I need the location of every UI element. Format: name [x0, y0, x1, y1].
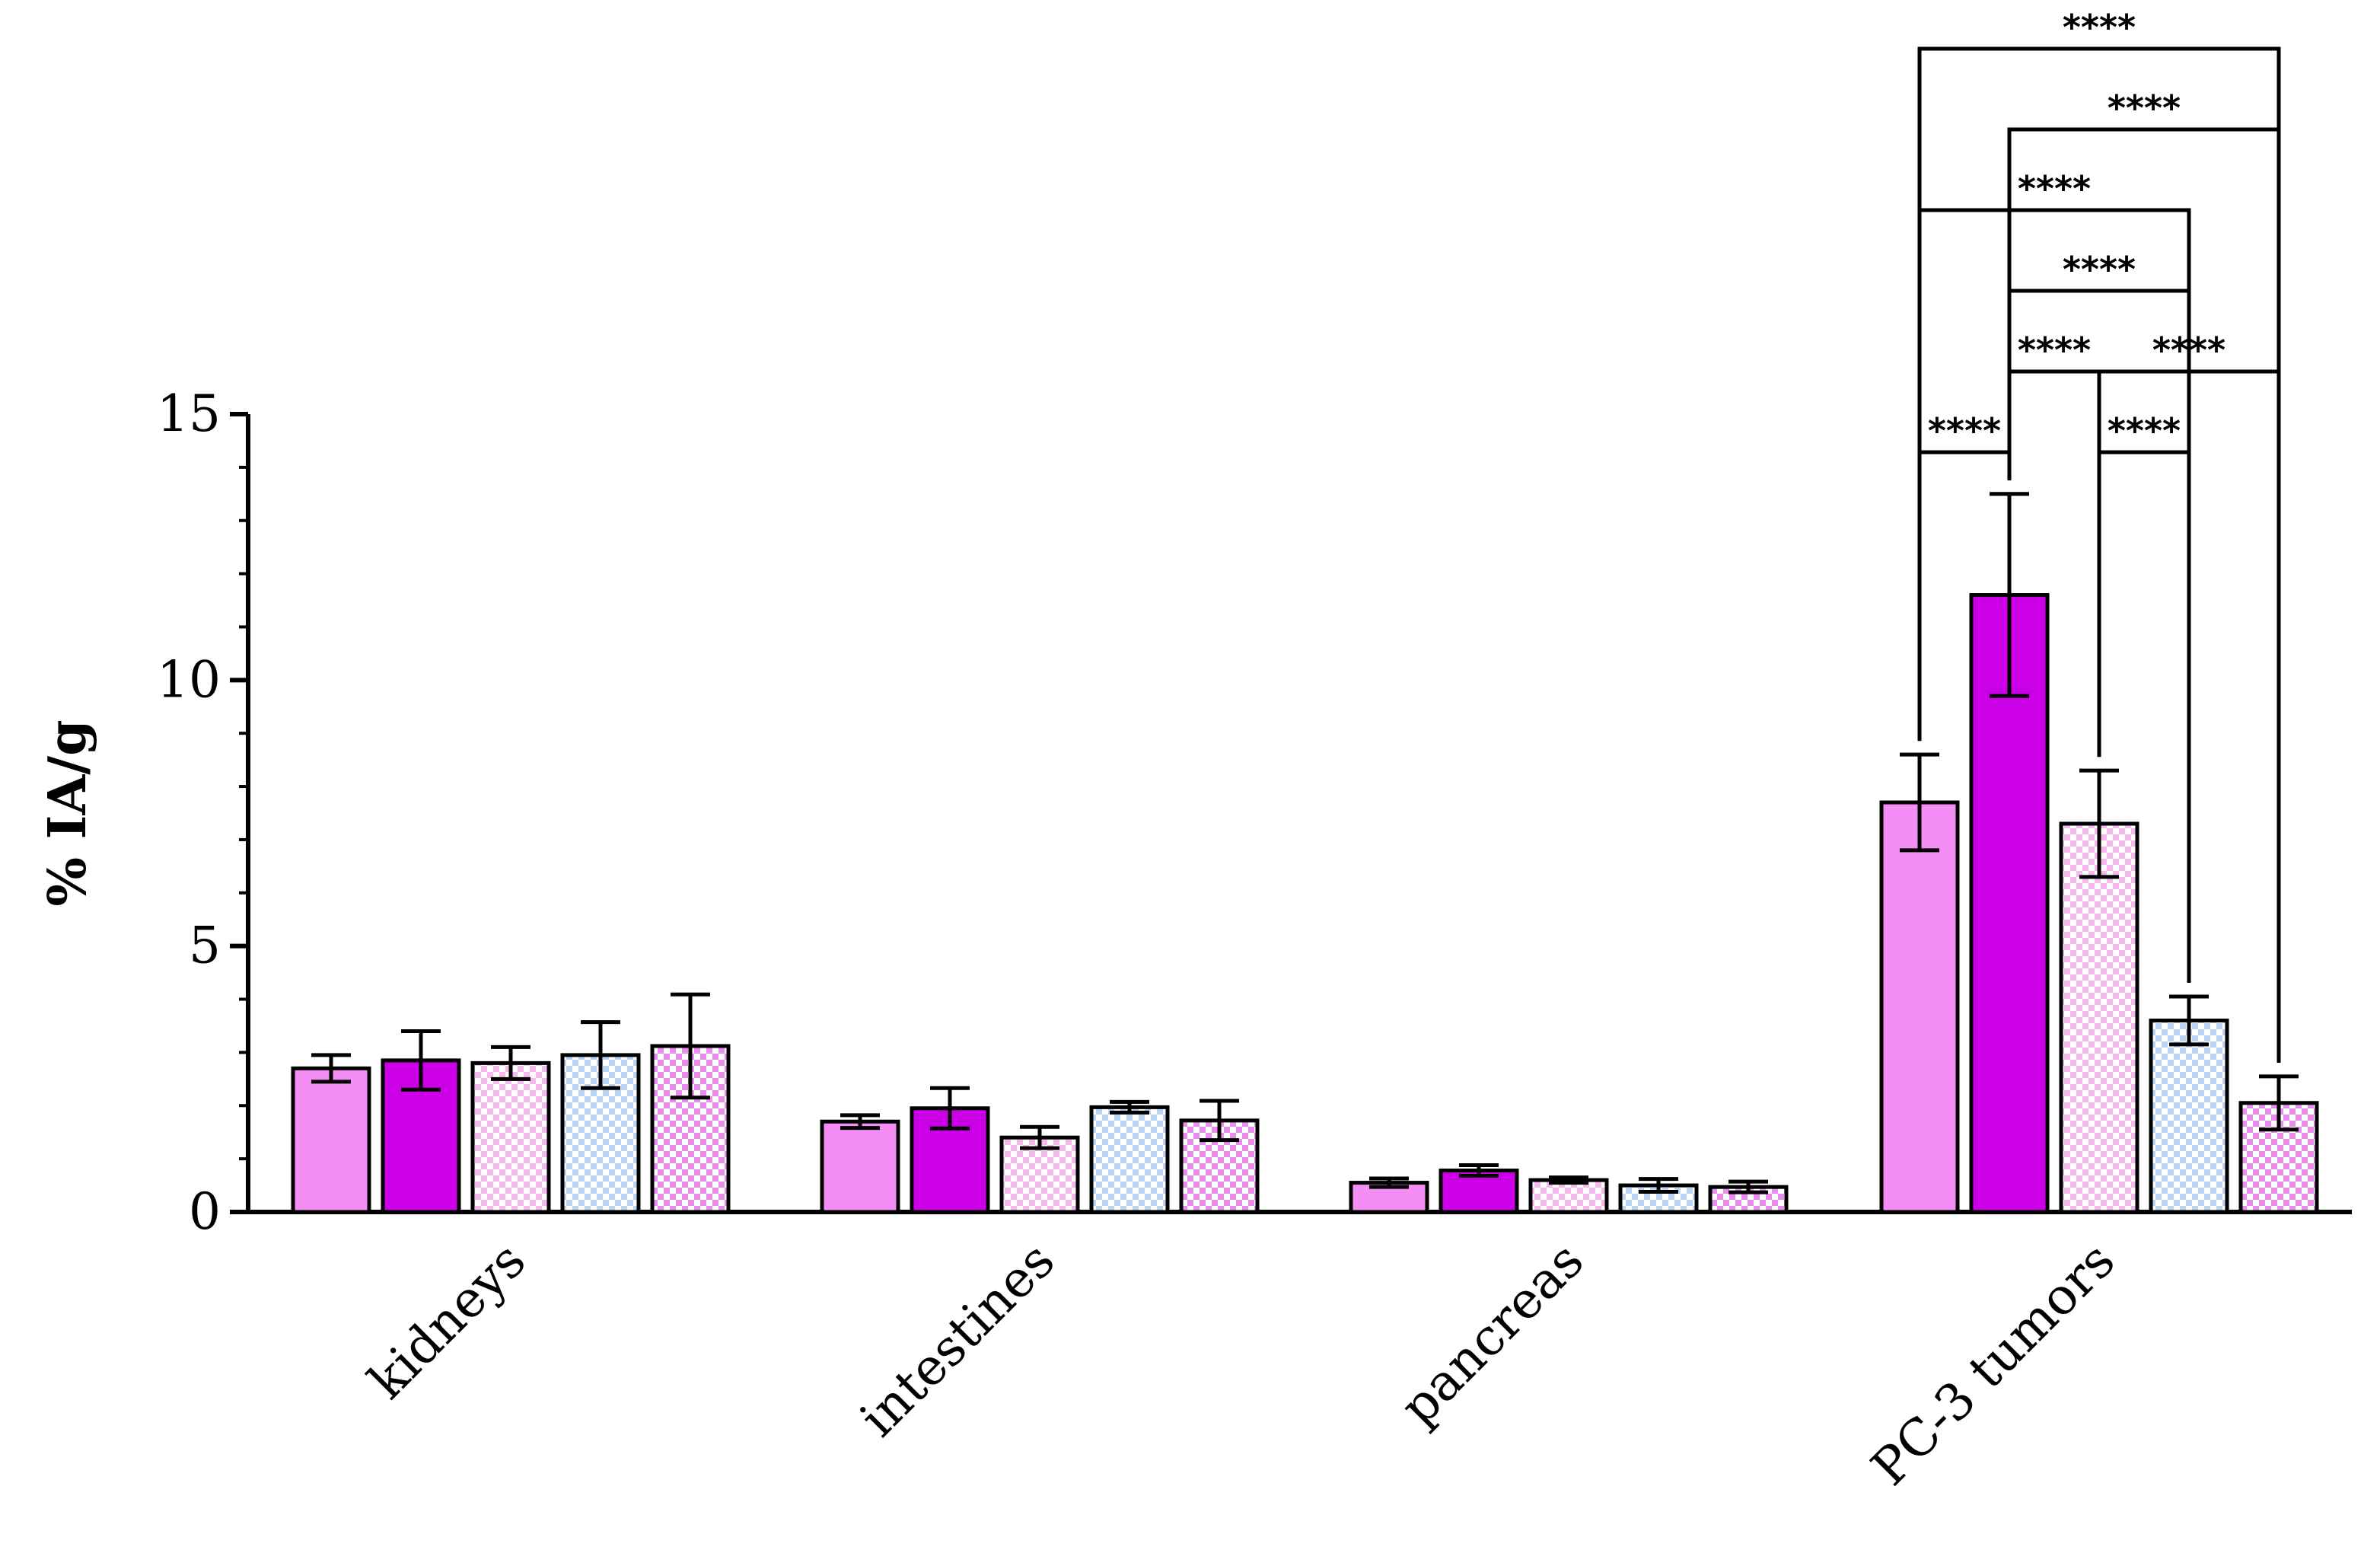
bar-pc-3-tumors-series-3 [2059, 821, 2139, 1214]
y-axis-label: % IA/g [37, 719, 98, 906]
bar-kidneys-series-3 [470, 1060, 551, 1214]
bar-intestines-series-1 [820, 1119, 900, 1214]
significance-label: **** [2018, 168, 2091, 209]
significance-bracket [2007, 127, 2281, 1063]
y-tick-label: 0 [189, 1182, 221, 1241]
significance-bracket [2097, 450, 2191, 984]
labels: 0 5 10 15 % IA/g kidneys intestines pancreas PC-… [37, 7, 2225, 1497]
significance-bracket [1917, 208, 2191, 984]
bar-pc-3-tumors-series-4 [2149, 1018, 2229, 1214]
significance-bracket [1917, 450, 2012, 742]
y-tick-label: 5 [189, 917, 221, 975]
x-category-label: PC-3 tumors [1860, 1231, 2126, 1497]
x-category-label: pancreas [1389, 1231, 1595, 1437]
x-category-label: kidneys [358, 1231, 537, 1411]
bar-pancreas-series-5 [1708, 1185, 1789, 1214]
bar-kidneys-series-1 [291, 1066, 371, 1214]
error-bars [311, 492, 2299, 1194]
significance-label: **** [2108, 88, 2181, 129]
significance-label: **** [2063, 7, 2136, 48]
bars [291, 593, 2319, 1214]
y-tick-label: 15 [157, 384, 221, 443]
significance-label: **** [2063, 249, 2136, 290]
x-category-label: intestines [849, 1231, 1066, 1448]
y-tick-label: 10 [157, 650, 221, 709]
significance-label: **** [2018, 330, 2091, 371]
significance-label: **** [1928, 410, 2001, 451]
bar-pancreas-series-3 [1528, 1178, 1609, 1214]
significance-brackets [1917, 46, 2281, 1063]
bar-pc-3-tumors-series-1 [1879, 800, 1960, 1214]
significance-label: **** [2152, 330, 2225, 371]
significance-label: **** [2108, 410, 2181, 451]
bar-intestines-series-4 [1089, 1105, 1170, 1214]
